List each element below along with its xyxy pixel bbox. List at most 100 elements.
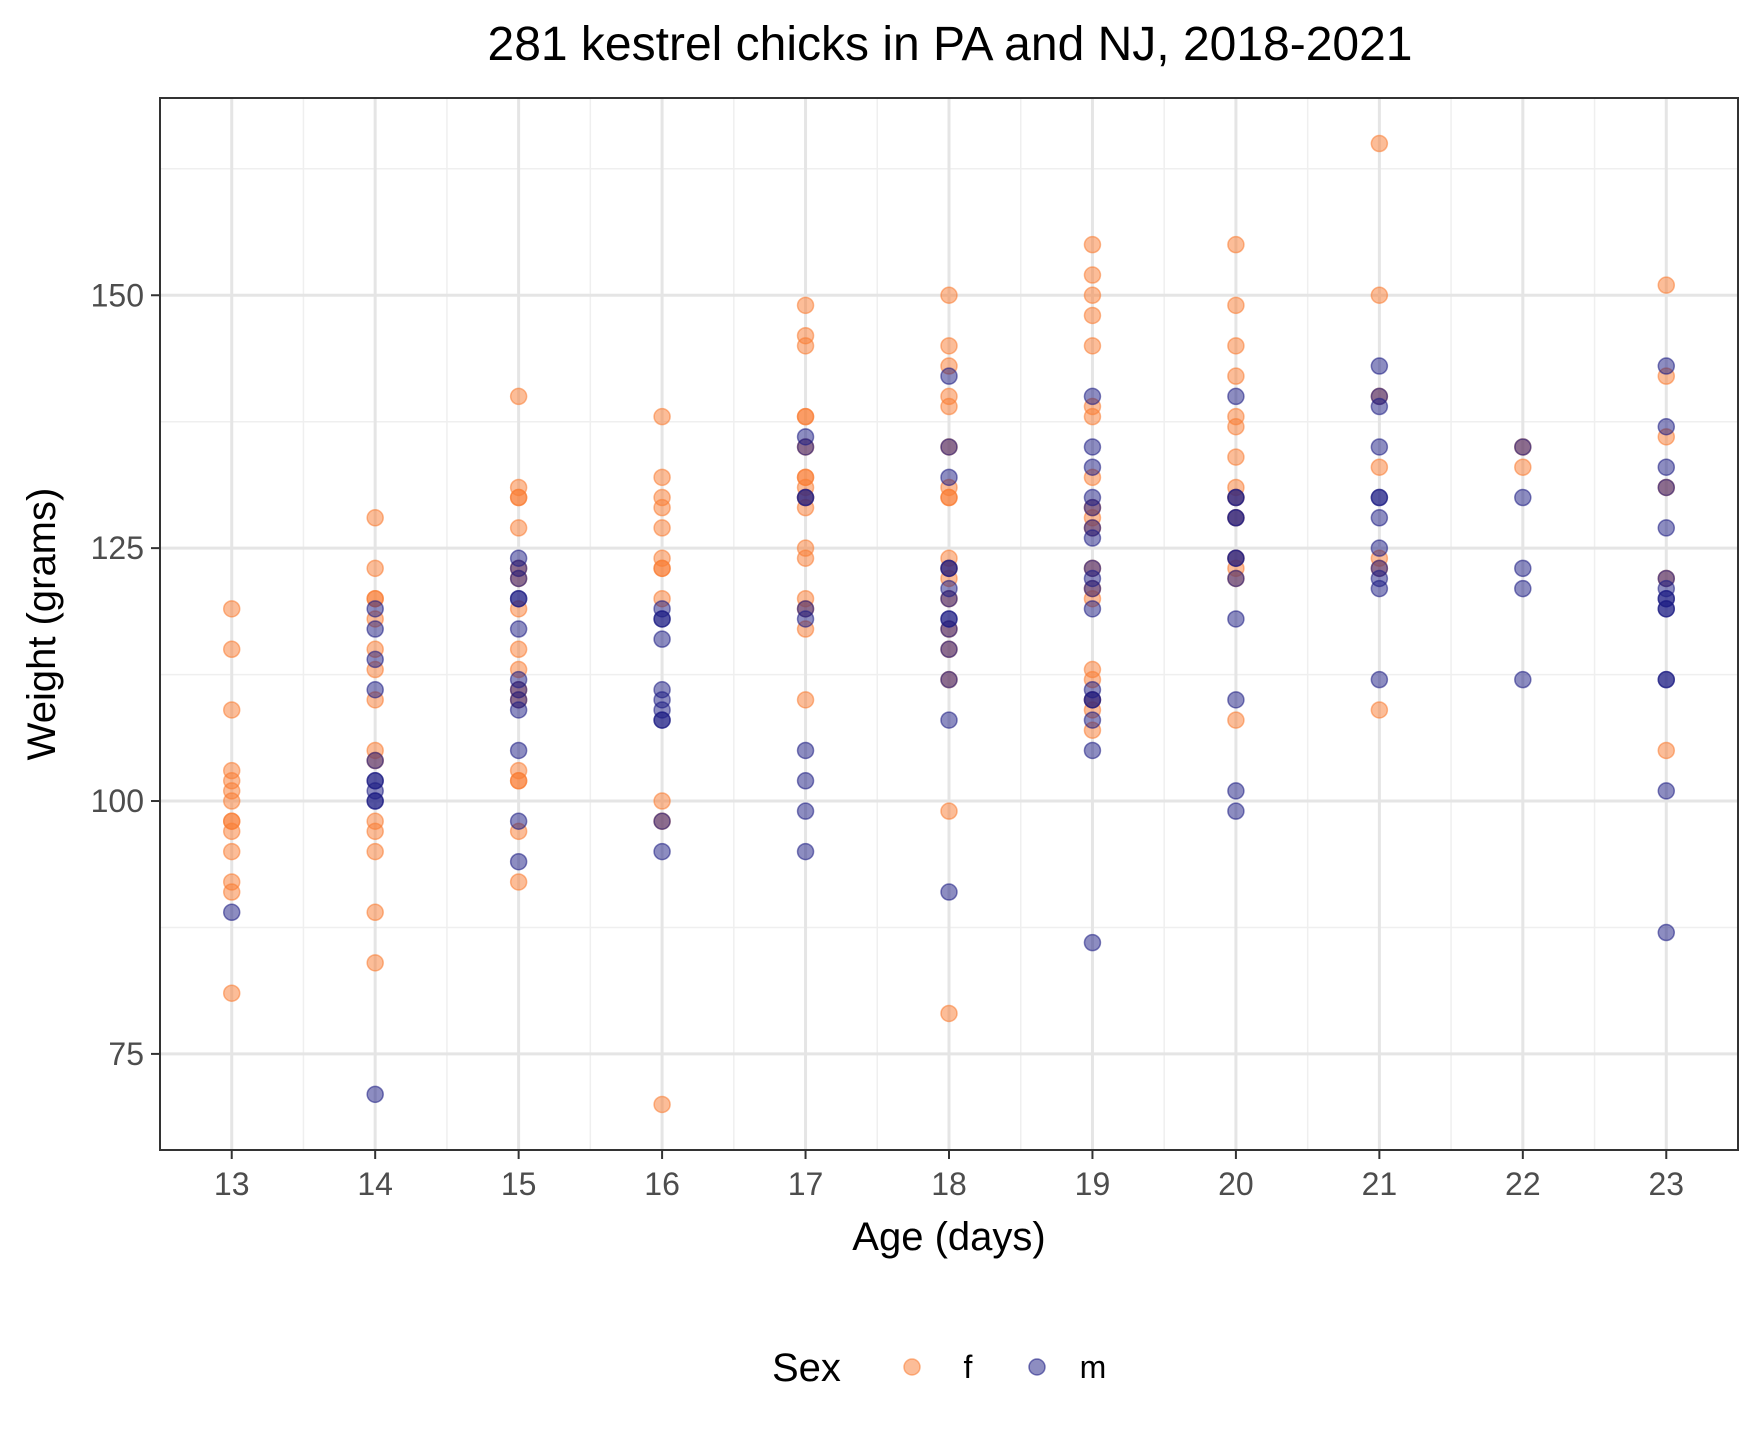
data-point-m: [1227, 509, 1245, 527]
data-point-m: [1370, 488, 1389, 507]
data-point-m: [1514, 488, 1532, 507]
data-point-f: [940, 488, 958, 507]
data-point-f: [1083, 306, 1102, 325]
data-point-f: [222, 600, 241, 618]
y-tick-label: 125: [91, 530, 144, 566]
data-point-f: [653, 468, 671, 487]
data-point-m: [1227, 802, 1245, 820]
data-point-m: [940, 438, 958, 456]
data-point-m: [1657, 458, 1676, 476]
data-point-m: [1227, 610, 1245, 628]
data-point-f: [940, 397, 958, 416]
legend-title: Sex: [772, 1346, 841, 1390]
data-point-f: [1083, 407, 1102, 426]
data-point-m: [1657, 418, 1676, 436]
data-point-m: [940, 640, 958, 659]
data-point-m: [366, 600, 384, 618]
x-tick-label: 23: [1648, 1166, 1684, 1202]
data-point-m: [940, 670, 958, 689]
data-point-m: [366, 620, 384, 638]
legend: Sex f m: [772, 1346, 1106, 1390]
data-point-m: [796, 610, 815, 628]
data-point-f: [1370, 134, 1389, 153]
data-point-f: [222, 701, 241, 719]
data-point-m: [366, 650, 384, 669]
data-point-m: [509, 852, 528, 871]
data-point-m: [940, 367, 958, 385]
data-point-m: [1227, 782, 1245, 800]
data-point-m: [1657, 782, 1676, 800]
data-point-f: [366, 559, 384, 578]
data-point-f: [1514, 458, 1532, 476]
x-tick-label: 16: [644, 1166, 680, 1202]
y-tick-label: 75: [108, 1036, 144, 1072]
data-point-m: [1657, 600, 1676, 618]
data-point-m: [1083, 387, 1102, 406]
data-point-f: [1227, 296, 1245, 315]
data-point-m: [1657, 923, 1676, 942]
data-point-m: [940, 711, 958, 729]
data-point-f: [1083, 235, 1102, 254]
data-point-m: [509, 589, 528, 608]
data-point-m: [796, 438, 815, 456]
x-tick-label: 13: [214, 1166, 250, 1202]
data-point-f: [1227, 367, 1245, 385]
data-point-m: [1083, 529, 1102, 547]
data-point-f: [1083, 337, 1102, 355]
data-point-f: [796, 337, 815, 355]
data-point-f: [940, 802, 958, 820]
x-tick-label: 22: [1505, 1166, 1541, 1202]
data-point-f: [653, 559, 671, 578]
data-point-f: [940, 286, 958, 304]
x-tick-label: 21: [1362, 1166, 1398, 1202]
data-point-f: [366, 903, 384, 922]
data-point-m: [1083, 711, 1102, 729]
data-point-m: [1227, 569, 1245, 588]
y-axis-title: Weight (grams): [20, 488, 64, 761]
data-point-m: [1514, 559, 1532, 578]
data-point-m: [940, 559, 958, 578]
data-point-m: [1227, 549, 1245, 567]
data-point-f: [509, 488, 528, 507]
data-point-f: [222, 842, 241, 861]
data-point-f: [1227, 235, 1245, 254]
x-tick-label: 14: [357, 1166, 393, 1202]
x-tick-label: 19: [1075, 1166, 1111, 1202]
data-point-f: [1370, 458, 1389, 476]
data-point-m: [653, 812, 671, 830]
data-point-m: [1227, 488, 1245, 507]
data-point-f: [1083, 286, 1102, 304]
data-point-f: [222, 984, 241, 1002]
data-point-m: [1514, 579, 1532, 598]
legend-label-f: f: [964, 1349, 973, 1385]
data-point-m: [940, 589, 958, 608]
data-point-m: [1370, 438, 1389, 456]
x-axis-title: Age (days): [852, 1215, 1045, 1259]
data-point-f: [796, 407, 815, 426]
data-point-f: [222, 640, 241, 659]
data-point-m: [509, 741, 528, 760]
data-point-m: [940, 468, 958, 487]
data-point-m: [509, 812, 528, 830]
legend-label-m: m: [1080, 1349, 1107, 1385]
data-point-m: [509, 620, 528, 638]
data-point-m: [796, 741, 815, 760]
data-point-m: [1370, 397, 1389, 416]
data-point-f: [796, 691, 815, 709]
data-point-m: [1370, 509, 1389, 527]
data-point-m: [796, 772, 815, 790]
x-axis-ticks: 13 14 15 16 17 18 19 20 21 22 23: [214, 1150, 1684, 1202]
data-point-m: [796, 802, 815, 820]
data-point-m: [1083, 579, 1102, 598]
y-tick-label: 100: [91, 783, 144, 819]
data-point-f: [366, 509, 384, 527]
data-point-f: [796, 296, 815, 315]
data-point-m: [509, 569, 528, 588]
legend-key-f: [903, 1358, 921, 1376]
data-point-m: [366, 792, 384, 810]
data-point-f: [1657, 276, 1676, 294]
x-tick-label: 17: [788, 1166, 824, 1202]
data-point-f: [653, 1095, 671, 1114]
data-point-m: [366, 1085, 384, 1104]
